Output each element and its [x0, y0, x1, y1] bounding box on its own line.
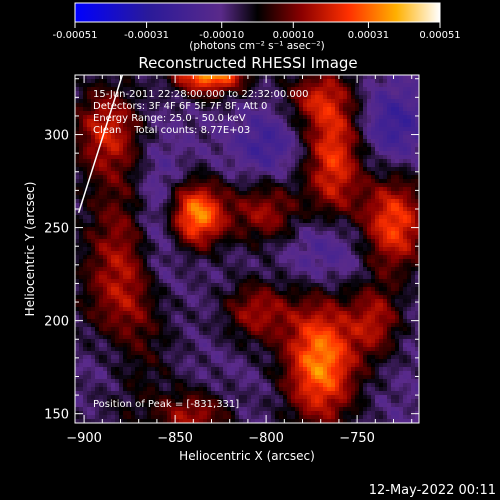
peak-label: Position of Peak = [-831,331]	[93, 399, 239, 410]
chart-title: Reconstructed RHESSI Image	[138, 54, 357, 72]
colorbar-units: (photons cm⁻² s⁻¹ asec⁻²)	[189, 40, 324, 52]
heatmap-image	[75, 75, 419, 423]
x-tick-label: −800	[248, 431, 284, 446]
x-axis-ticks: −900 −850 −800 −750	[66, 75, 413, 446]
limb-line	[77, 75, 124, 213]
info-line: Energy Range: 25.0 - 50.0 keV	[93, 113, 246, 124]
colorbar-tick-label: -0.00031	[124, 30, 169, 41]
y-tick-label: 300	[44, 129, 69, 144]
info-block: 15-Jun-2011 22:28:00.000 to 22:32:00.000…	[93, 89, 309, 136]
colorbar	[74, 2, 441, 23]
colorbar-tick-label: 0.00031	[348, 30, 389, 41]
plot-frame	[74, 74, 420, 424]
colorbar-ticks: -0.00051 -0.00031 -0.00010 0.00010 0.00031 0.…	[53, 22, 461, 41]
y-tick-label: 200	[44, 315, 69, 330]
y-axis-label: Heliocentric Y (arcsec)	[23, 182, 37, 317]
x-tick-label: −850	[157, 431, 193, 446]
colorbar-tick-label: -0.00010	[199, 30, 244, 41]
x-axis-label: Heliocentric X (arcsec)	[179, 449, 315, 463]
y-axis-ticks: 150 200 250 300	[44, 78, 419, 423]
x-tick-label: −900	[66, 431, 102, 446]
timestamp: 12-May-2022 00:11	[369, 483, 496, 498]
info-line: Detectors: 3F 4F 6F 5F 7F 8F, Att 0	[93, 101, 267, 112]
x-tick-label: −750	[339, 431, 375, 446]
colorbar-tick-label: 0.00010	[273, 30, 314, 41]
info-line: Clean Total counts: 8.77E+03	[93, 125, 250, 136]
info-line: 15-Jun-2011 22:28:00.000 to 22:32:00.000	[93, 89, 309, 100]
colorbar-tick-label: 0.00051	[419, 30, 460, 41]
y-tick-label: 150	[44, 408, 69, 423]
colorbar-tick-label: -0.00051	[53, 30, 98, 41]
y-tick-label: 250	[44, 222, 69, 237]
